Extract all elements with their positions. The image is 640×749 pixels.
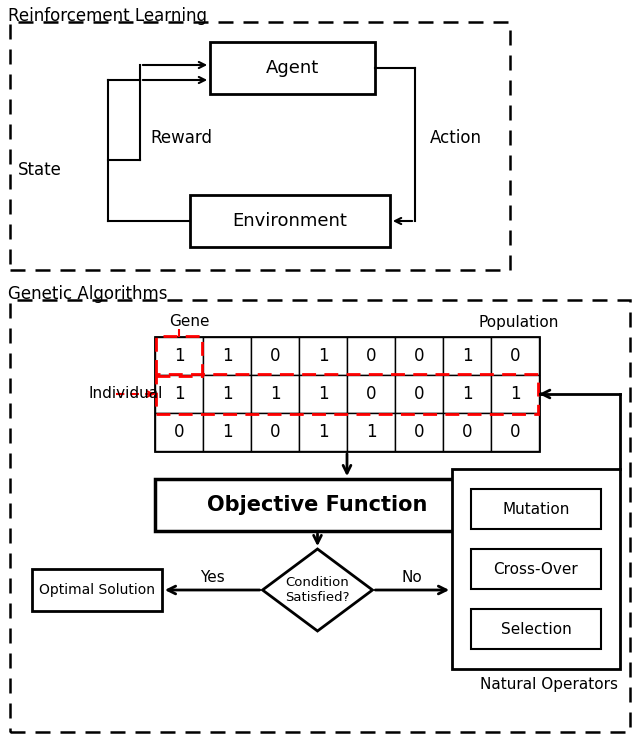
Text: 0: 0 xyxy=(365,347,376,365)
Bar xyxy=(190,195,390,247)
Text: Mutation: Mutation xyxy=(502,502,570,517)
Bar xyxy=(491,337,539,375)
Bar xyxy=(491,413,539,451)
Bar xyxy=(10,22,510,270)
Text: 1: 1 xyxy=(221,423,232,441)
Text: 1: 1 xyxy=(173,385,184,403)
Text: 0: 0 xyxy=(173,423,184,441)
Text: Environment: Environment xyxy=(232,212,348,230)
Text: Objective Function: Objective Function xyxy=(207,495,428,515)
Bar xyxy=(251,413,299,451)
Text: 1: 1 xyxy=(365,423,376,441)
Text: 1: 1 xyxy=(269,385,280,403)
Bar xyxy=(299,413,347,451)
Text: 1: 1 xyxy=(509,385,520,403)
Text: Cross-Over: Cross-Over xyxy=(493,562,579,577)
Bar xyxy=(491,375,539,413)
Bar xyxy=(155,413,203,451)
Text: Optimal Solution: Optimal Solution xyxy=(39,583,155,597)
Text: Condition
Satisfied?: Condition Satisfied? xyxy=(285,576,349,604)
Bar xyxy=(395,337,443,375)
Bar xyxy=(347,337,395,375)
Text: 1: 1 xyxy=(461,385,472,403)
Text: 0: 0 xyxy=(461,423,472,441)
Text: 0: 0 xyxy=(509,423,520,441)
Text: 0: 0 xyxy=(269,347,280,365)
Text: 1: 1 xyxy=(317,347,328,365)
Text: 1: 1 xyxy=(317,423,328,441)
Bar xyxy=(299,375,347,413)
Bar xyxy=(210,42,375,94)
Bar xyxy=(155,337,203,375)
Text: 0: 0 xyxy=(509,347,520,365)
Text: Selection: Selection xyxy=(500,622,572,637)
Text: Gene: Gene xyxy=(169,315,209,330)
Bar xyxy=(443,413,491,451)
Bar xyxy=(395,375,443,413)
Text: 0: 0 xyxy=(413,385,424,403)
Bar xyxy=(395,413,443,451)
Text: Yes: Yes xyxy=(200,569,225,584)
Text: 0: 0 xyxy=(269,423,280,441)
Bar xyxy=(251,337,299,375)
Bar xyxy=(471,489,601,529)
Text: Population: Population xyxy=(479,315,559,330)
Text: 1: 1 xyxy=(221,347,232,365)
Bar xyxy=(471,549,601,589)
Bar xyxy=(156,336,202,376)
Bar xyxy=(203,337,251,375)
Text: 1: 1 xyxy=(461,347,472,365)
Bar xyxy=(471,609,601,649)
Text: No: No xyxy=(402,569,422,584)
Text: Reward: Reward xyxy=(150,129,212,147)
Bar xyxy=(155,479,480,531)
Text: 1: 1 xyxy=(173,347,184,365)
Bar xyxy=(347,375,395,413)
Bar xyxy=(155,337,539,451)
Text: 1: 1 xyxy=(317,385,328,403)
Text: 1: 1 xyxy=(221,385,232,403)
Bar xyxy=(347,413,395,451)
Bar xyxy=(156,374,538,414)
Polygon shape xyxy=(262,549,372,631)
Text: Reinforcement Learning: Reinforcement Learning xyxy=(8,7,207,25)
Text: Agent: Agent xyxy=(266,59,319,77)
Text: Natural Operators: Natural Operators xyxy=(480,678,618,693)
Text: 0: 0 xyxy=(413,423,424,441)
Bar xyxy=(443,337,491,375)
Bar xyxy=(452,469,620,669)
Bar xyxy=(203,375,251,413)
Text: Action: Action xyxy=(430,129,482,147)
Text: 0: 0 xyxy=(413,347,424,365)
Bar xyxy=(32,569,162,611)
Bar xyxy=(10,300,630,732)
Bar xyxy=(299,337,347,375)
Bar xyxy=(443,375,491,413)
Text: 0: 0 xyxy=(365,385,376,403)
Bar xyxy=(155,375,203,413)
Text: Genetic Algorithms: Genetic Algorithms xyxy=(8,285,168,303)
Bar xyxy=(251,375,299,413)
Text: Individual: Individual xyxy=(88,386,163,401)
Text: State: State xyxy=(18,161,62,179)
Bar xyxy=(203,413,251,451)
